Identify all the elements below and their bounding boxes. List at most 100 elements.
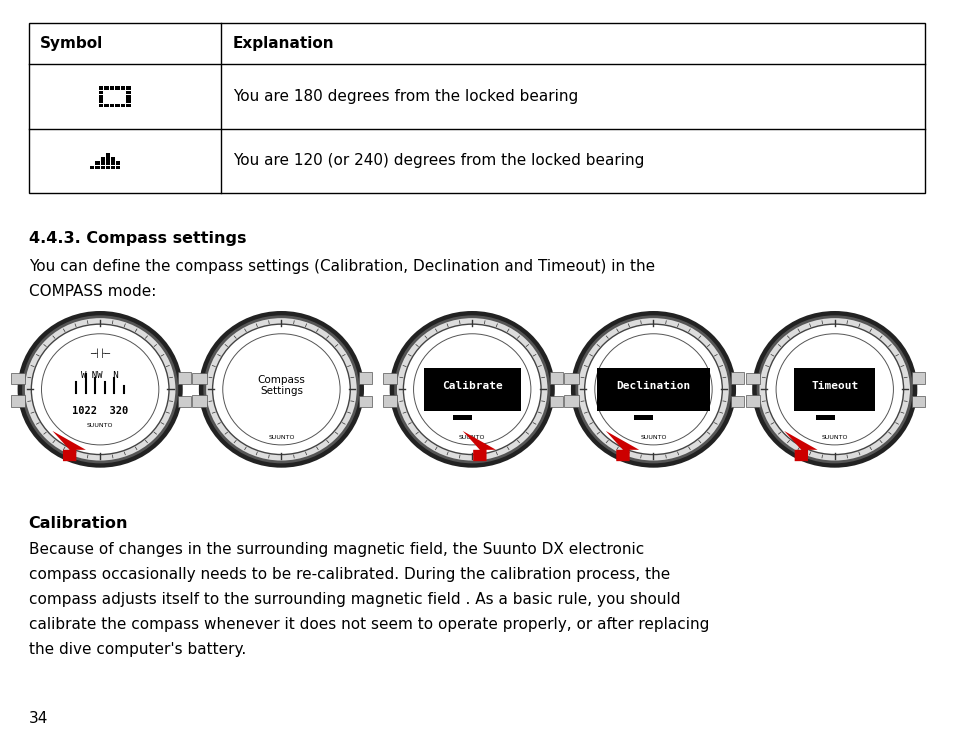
Ellipse shape xyxy=(403,324,540,454)
Text: compass adjusts itself to the surrounding magnetic field . As a basic rule, you : compass adjusts itself to the surroundin… xyxy=(29,592,679,607)
Ellipse shape xyxy=(203,315,359,463)
Bar xyxy=(193,373,207,384)
Text: SUUNTO: SUUNTO xyxy=(87,423,113,428)
Bar xyxy=(115,86,120,90)
Bar xyxy=(98,99,103,103)
Bar xyxy=(127,95,131,98)
Ellipse shape xyxy=(756,315,912,463)
Text: SUUNTO: SUUNTO xyxy=(458,435,485,440)
Bar xyxy=(127,86,131,90)
Polygon shape xyxy=(52,431,86,461)
Bar xyxy=(423,368,520,411)
Ellipse shape xyxy=(575,315,731,463)
Bar xyxy=(745,395,760,407)
Bar xyxy=(110,86,114,90)
Text: Compass
Settings: Compass Settings xyxy=(257,375,305,396)
Bar xyxy=(634,415,643,420)
Bar xyxy=(193,395,207,407)
Bar xyxy=(358,396,372,407)
Bar xyxy=(98,91,103,94)
Bar xyxy=(116,166,120,169)
Text: SUUNTO: SUUNTO xyxy=(639,435,666,440)
Ellipse shape xyxy=(765,324,902,454)
Text: calibrate the compass whenever it does not seem to operate properly, or after re: calibrate the compass whenever it does n… xyxy=(29,617,708,632)
Bar xyxy=(116,161,120,165)
Bar xyxy=(104,104,109,107)
Ellipse shape xyxy=(31,324,169,454)
Bar xyxy=(11,373,26,384)
Bar xyxy=(121,86,126,90)
Bar xyxy=(100,166,105,169)
Text: W NW  N: W NW N xyxy=(81,371,119,380)
Bar xyxy=(597,368,709,411)
Text: Explanation: Explanation xyxy=(233,36,335,51)
Bar xyxy=(111,166,115,169)
Text: Calibrate: Calibrate xyxy=(441,380,502,391)
Bar xyxy=(549,396,562,407)
Text: 34: 34 xyxy=(29,711,48,726)
Bar xyxy=(127,91,131,94)
Polygon shape xyxy=(605,431,639,461)
Bar xyxy=(104,86,109,90)
Bar xyxy=(177,372,191,383)
Polygon shape xyxy=(783,431,817,461)
Text: Calibration: Calibration xyxy=(29,516,128,531)
Text: Declination: Declination xyxy=(616,380,690,391)
Bar xyxy=(911,372,924,383)
Bar xyxy=(730,396,743,407)
Bar xyxy=(564,373,578,384)
Bar xyxy=(462,415,472,420)
Bar xyxy=(106,161,110,165)
Bar xyxy=(453,415,462,420)
Bar xyxy=(177,396,191,407)
Text: You can define the compass settings (Calibration, Declination and Timeout) in th: You can define the compass settings (Cal… xyxy=(29,259,654,274)
Bar xyxy=(95,161,99,165)
Bar xyxy=(815,415,824,420)
Bar xyxy=(745,373,760,384)
Bar xyxy=(383,395,397,407)
Bar xyxy=(106,157,110,161)
Text: COMPASS mode:: COMPASS mode: xyxy=(29,284,156,299)
Ellipse shape xyxy=(584,324,721,454)
Bar xyxy=(127,104,131,107)
Bar xyxy=(106,153,110,156)
Bar xyxy=(98,95,103,98)
Bar xyxy=(643,415,653,420)
Text: 1022  320: 1022 320 xyxy=(72,405,128,416)
Ellipse shape xyxy=(394,315,550,463)
Ellipse shape xyxy=(595,334,711,445)
Bar xyxy=(115,104,120,107)
Bar xyxy=(127,99,131,103)
Ellipse shape xyxy=(776,334,892,445)
Text: Because of changes in the surrounding magnetic field, the Suunto DX electronic: Because of changes in the surrounding ma… xyxy=(29,542,643,557)
Ellipse shape xyxy=(414,334,530,445)
Text: SUUNTO: SUUNTO xyxy=(268,435,294,440)
Bar xyxy=(549,372,562,383)
Ellipse shape xyxy=(42,334,158,445)
Bar xyxy=(358,372,372,383)
Bar xyxy=(106,166,110,169)
Bar xyxy=(11,395,26,407)
Bar xyxy=(111,161,115,165)
Bar xyxy=(730,372,743,383)
Bar xyxy=(824,415,834,420)
Polygon shape xyxy=(462,431,496,461)
Bar xyxy=(100,161,105,165)
Ellipse shape xyxy=(213,324,350,454)
Bar xyxy=(110,104,114,107)
Bar xyxy=(911,396,924,407)
Bar xyxy=(90,166,94,169)
Text: Timeout: Timeout xyxy=(810,380,858,391)
Bar xyxy=(98,86,103,90)
Bar xyxy=(121,104,126,107)
Bar xyxy=(95,166,99,169)
Text: 4.4.3. Compass settings: 4.4.3. Compass settings xyxy=(29,231,246,246)
Text: SUUNTO: SUUNTO xyxy=(821,435,847,440)
Text: You are 180 degrees from the locked bearing: You are 180 degrees from the locked bear… xyxy=(233,89,578,104)
Bar xyxy=(794,368,874,411)
Text: ─┤├─: ─┤├─ xyxy=(91,349,110,358)
Bar xyxy=(564,395,578,407)
Text: You are 120 (or 240) degrees from the locked bearing: You are 120 (or 240) degrees from the lo… xyxy=(233,153,643,168)
Bar xyxy=(98,104,103,107)
Bar xyxy=(383,373,397,384)
